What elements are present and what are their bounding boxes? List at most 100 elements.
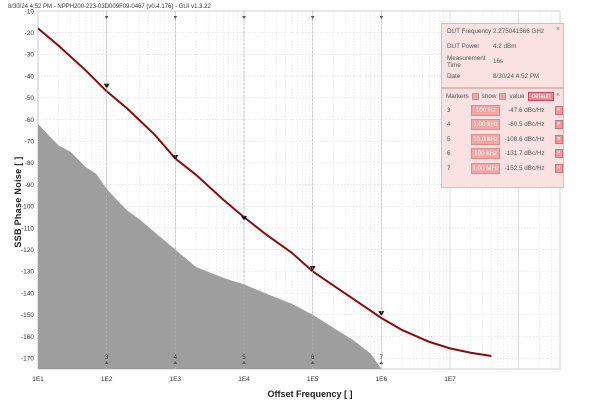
marker-top-tick: [242, 16, 246, 19]
x-tick-label: 1E4: [238, 376, 250, 383]
show-label: show: [481, 92, 497, 100]
marker-row: 3 100 Hz -47.6 dBc/Hz ✕: [442, 103, 563, 118]
y-tick-label: -30: [25, 52, 35, 59]
x-tick-label: 1E7: [444, 376, 456, 383]
y-tick-label: -130: [21, 269, 34, 276]
info-label: Measurement Time: [447, 54, 486, 69]
info-label: DUT Frequency: [447, 28, 492, 35]
marker-row: 7 1.00 MHz -152.5 dBc/Hz ✕: [442, 161, 563, 176]
y-tick-label: -140: [21, 290, 34, 297]
marker-triangle: [103, 83, 110, 89]
delete-marker-button[interactable]: ✕: [554, 163, 563, 173]
y-tick-label: -10: [25, 8, 35, 15]
marker-value: -131.7 dBc/Hz: [504, 150, 545, 158]
marker-frequency-input[interactable]: 100 Hz: [470, 104, 501, 116]
y-tick-label: -160: [21, 334, 34, 341]
value-checkbox[interactable]: [499, 92, 507, 100]
x-tick-label: 1E1: [32, 376, 44, 383]
y-tick-label: -20: [25, 30, 35, 37]
marker-value: -47.6 dBc/Hz: [508, 106, 545, 114]
marker-value: -152.5 dBc/Hz: [504, 164, 545, 172]
marker-bottom-tick: [310, 361, 315, 364]
x-tick-label: 1E2: [101, 376, 113, 383]
show-checkbox[interactable]: [471, 92, 479, 100]
marker-id: 4: [447, 121, 451, 129]
marker-frequency-input[interactable]: 10.0 kHz: [470, 133, 501, 145]
info-row-time: Measurement Time 16s: [442, 54, 563, 69]
y-tick-label: -90: [25, 182, 35, 189]
y-tick-label: -50: [25, 95, 35, 102]
marker-id-label: 5: [242, 355, 246, 361]
y-tick-label: -40: [25, 73, 35, 80]
info-value: 2.275041566 GHz: [493, 28, 545, 35]
marker-frequency-input[interactable]: 1.00 kHz: [470, 119, 501, 131]
info-label: DUT Power: [447, 43, 480, 50]
x-axis-label: Offset Frequency [ ]: [267, 389, 353, 399]
marker-top-tick: [310, 16, 315, 19]
marker-bottom-tick: [173, 361, 178, 364]
phase-noise-line: [37, 27, 492, 357]
marker-frequency-input[interactable]: 100 kHz: [470, 148, 501, 160]
measurement-info-panel: × DUT Frequency 2.275041566 GHz DUT Powe…: [441, 23, 564, 88]
x-tick-label: 1E5: [307, 376, 319, 383]
noise-floor-area: [38, 123, 382, 369]
noise-floor-fill: [38, 123, 382, 369]
delete-marker-button[interactable]: ✕: [554, 134, 563, 144]
marker-value: -108.6 dBc/Hz: [504, 135, 545, 143]
marker-frequency-input[interactable]: 1.00 MHz: [470, 162, 501, 174]
y-tick-label: -60: [25, 117, 35, 124]
delete-marker-button[interactable]: ✕: [554, 120, 563, 130]
marker-triangle: [378, 311, 385, 317]
y-tick-label: -110: [21, 225, 34, 232]
y-axis-label: SSB Phase Noise [ ]: [13, 156, 23, 248]
info-label: Date: [447, 73, 461, 80]
marker-id: 6: [447, 150, 451, 158]
marker-bottom-tick: [379, 361, 384, 364]
y-tick-label: -100: [21, 204, 34, 211]
marker-value: -80.5 dBc/Hz: [508, 121, 545, 129]
info-row-power: DUT Power 4.2 dBm: [442, 39, 563, 54]
measurement-header: 8/30/24 4:52 PM - NPPH200-223-03D009F09-…: [8, 4, 211, 10]
marker-glyphs: 3 4 5 6 7: [103, 11, 385, 369]
y-tick-label: -150: [21, 312, 34, 319]
info-value: 16s: [493, 58, 504, 65]
phase-noise-trace: [37, 27, 492, 357]
marker-id-label: 4: [174, 355, 178, 361]
marker-id: 7: [447, 164, 451, 172]
y-tick-label: -170: [21, 355, 34, 362]
close-icon[interactable]: ×: [555, 92, 560, 99]
markers-title: Markers: [446, 92, 469, 100]
marker-id-label: 3: [105, 355, 109, 361]
x-tick-label: 1E6: [376, 376, 388, 383]
axes: -10 -20 -30 -40 -50 -60 -70 -80 -90 -100 -110 -120 -…: [21, 8, 456, 383]
default-button[interactable]: default: [527, 91, 555, 101]
marker-bottom-tick: [104, 361, 109, 364]
x-tick-label: 1E3: [170, 376, 182, 383]
marker-top-tick: [379, 16, 384, 19]
marker-id: 3: [447, 106, 451, 114]
info-row-frequency: DUT Frequency 2.275041566 GHz: [442, 24, 563, 39]
y-tick-label: -70: [25, 138, 35, 145]
marker-id-label: 7: [380, 355, 384, 361]
marker-triangle: [172, 154, 179, 160]
y-tick-label: -80: [25, 160, 35, 167]
marker-row: 5 10.0 kHz -108.6 dBc/Hz ✕: [442, 132, 563, 147]
marker-id-label: 6: [311, 355, 315, 361]
markers-panel: × Markers show value default 3 100 Hz -4…: [441, 88, 564, 188]
close-icon[interactable]: ×: [555, 26, 560, 33]
marker-top-tick: [173, 16, 178, 19]
markers-header: Markers show value default: [442, 89, 563, 103]
marker-row: 6 100 kHz -131.7 dBc/Hz ✕: [442, 147, 563, 162]
marker-row: 4 1.00 kHz -80.5 dBc/Hz ✕: [442, 118, 563, 133]
marker-triangle: [240, 215, 247, 221]
info-row-date: Date 8/30/24 4:52 PM: [442, 69, 563, 84]
marker-id: 5: [447, 135, 451, 143]
delete-marker-button[interactable]: ✕: [554, 149, 563, 159]
y-tick-label: -120: [21, 247, 34, 254]
value-label: value: [509, 92, 525, 100]
info-value: 4.2 dBm: [493, 43, 517, 50]
marker-bottom-tick: [242, 361, 246, 364]
marker-top-tick: [104, 16, 109, 19]
info-value: 8/30/24 4:52 PM: [493, 73, 540, 80]
delete-marker-button[interactable]: ✕: [554, 105, 563, 115]
